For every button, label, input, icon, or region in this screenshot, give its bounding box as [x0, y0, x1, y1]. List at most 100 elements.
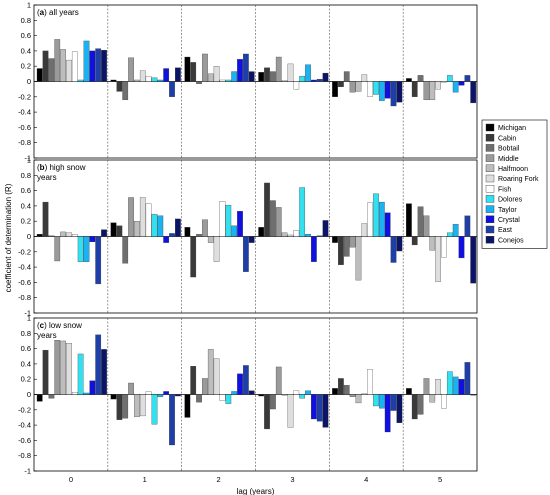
bar-cabin	[190, 236, 197, 278]
y-tick-label: -0.6	[18, 436, 31, 445]
bar-michigan	[332, 81, 338, 97]
bar-crystal	[163, 68, 170, 82]
bar-bobtail	[343, 71, 350, 82]
bar-east	[243, 236, 249, 272]
legend-swatch	[485, 164, 495, 173]
bar-crystal	[310, 236, 317, 262]
bar-crystal	[310, 394, 317, 420]
bar-fish	[441, 81, 447, 83]
bar-roaring-fork	[287, 394, 294, 428]
bar-taylor	[452, 224, 459, 237]
legend-entry: Halfmoon	[498, 166, 528, 173]
y-tick-label: -0.6	[18, 123, 31, 132]
bar-michigan	[258, 72, 265, 82]
bar-cabin	[264, 394, 270, 430]
bar-conejos	[322, 72, 329, 82]
bar-dolores	[446, 371, 453, 395]
bar-fish	[367, 81, 373, 97]
bar-dolores	[299, 187, 306, 237]
bar-halfmoon	[207, 73, 214, 82]
bar-michigan	[110, 222, 117, 237]
bar-cabin	[411, 81, 418, 97]
chart-panels: 1 0.8 0.6 0.4 0.2 0 -0.2 -0.4 -0.6 -0.8 -1 (a) all …	[18, 1, 478, 476]
bar-middle	[423, 81, 430, 101]
bar-conejos	[248, 236, 255, 243]
legend-swatch	[485, 184, 495, 193]
bar-conejos	[470, 236, 477, 284]
y-tick-label: -0.4	[18, 108, 31, 117]
bar-middle	[128, 197, 134, 237]
panel-label: (b) high snow years	[37, 163, 86, 182]
bar-michigan	[184, 56, 191, 82]
bar-bobtail	[122, 236, 129, 264]
bar-dolores	[373, 81, 379, 95]
bar-cabin	[116, 225, 123, 237]
x-tick-label: 2	[216, 475, 220, 484]
bar-crystal	[310, 79, 317, 82]
bar-cabin	[190, 366, 197, 395]
panel-a: 1 0.8 0.6 0.4 0.2 0 -0.2 -0.4 -0.6 -0.8 -1 (a) all …	[18, 1, 478, 163]
bar-halfmoon	[60, 340, 66, 395]
bar-halfmoon	[207, 236, 214, 243]
bar-east	[169, 394, 175, 446]
bar-bobtail	[417, 75, 424, 82]
bar-roaring-fork	[213, 358, 220, 395]
bar-cabin	[42, 349, 49, 395]
bar-crystal	[163, 236, 170, 243]
bar-dolores	[373, 193, 379, 237]
bar-bobtail	[270, 394, 276, 410]
y-tick-label: 0.8	[21, 16, 31, 25]
bar-michigan	[406, 78, 412, 82]
bar-fish	[219, 394, 226, 401]
bar-roaring-fork	[213, 66, 220, 82]
legend-entry: Conejos	[498, 237, 524, 244]
bar-crystal	[89, 50, 96, 82]
bar-fish	[71, 51, 78, 82]
bar-halfmoon	[281, 80, 288, 82]
y-tick-label: 0.6	[21, 344, 31, 353]
legend-entry: Crystal	[498, 217, 520, 224]
panel-c: 1 0.8 0.6 0.4 0.2 0 -0.2 -0.4 -0.6 -0.8 -1 (c) low …	[18, 314, 478, 476]
bar-fish	[219, 79, 226, 82]
bar-dolores	[299, 75, 306, 82]
bar-taylor	[378, 394, 385, 409]
bar-cabin	[411, 236, 418, 246]
legend-entry: Fish	[498, 186, 511, 193]
bar-roaring-fork	[66, 232, 72, 237]
legend-entry: East	[498, 227, 512, 234]
bar-east	[243, 53, 249, 82]
bar-roaring-fork	[139, 197, 146, 237]
bar-east	[95, 236, 102, 285]
y-tick-label: 0.2	[21, 62, 31, 71]
bar-dolores	[77, 236, 84, 262]
panel-b: 1 0.8 0.6 0.4 0.2 0 -0.2 -0.4 -0.6 -0.8 -1 (b) high…	[18, 156, 478, 318]
bar-cabin	[338, 81, 344, 88]
bar-middle	[128, 57, 134, 82]
bar-dolores	[225, 204, 232, 237]
bar-taylor	[231, 225, 238, 237]
bar-cabin	[190, 62, 197, 82]
bar-conejos	[322, 220, 329, 237]
legend-swatch	[485, 123, 495, 132]
bar-east	[95, 48, 102, 82]
x-tick-label: 3	[290, 475, 294, 484]
y-tick-label: 0.8	[21, 171, 31, 180]
bar-roaring-fork	[361, 74, 368, 82]
bar-halfmoon	[355, 81, 362, 92]
bar-taylor	[305, 234, 311, 237]
bar-middle	[423, 215, 430, 237]
bar-taylor	[452, 376, 459, 395]
bar-taylor	[452, 81, 459, 93]
bar-east	[169, 81, 175, 97]
bar-east	[464, 362, 471, 395]
bar-roaring-fork	[66, 343, 72, 395]
legend-swatch	[485, 205, 495, 213]
y-tick-label: 0.6	[21, 31, 31, 40]
bar-bobtail	[48, 58, 55, 82]
bar-roaring-fork	[361, 393, 368, 395]
bar-cabin	[42, 50, 49, 82]
bar-middle	[54, 340, 61, 395]
bar-michigan	[332, 236, 338, 243]
bar-dolores	[151, 394, 158, 425]
bar-taylor	[157, 394, 164, 397]
